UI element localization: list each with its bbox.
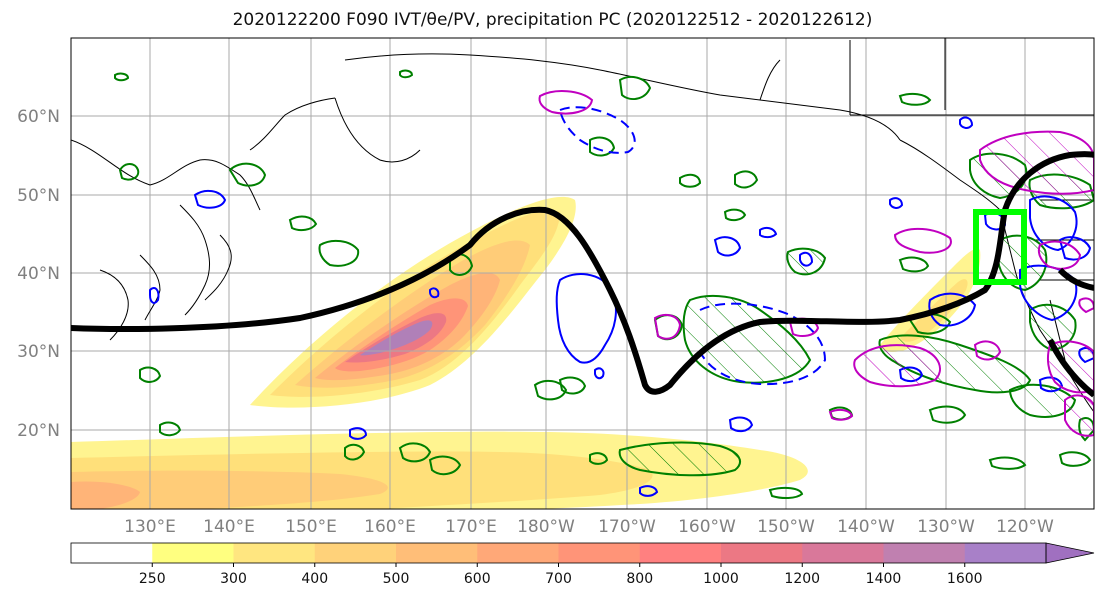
jet-axis-line-3 bbox=[1047, 338, 1094, 398]
lon-label: 120°W bbox=[996, 517, 1054, 537]
colorbar-tick-label: 300 bbox=[220, 571, 247, 587]
jet-axis-line bbox=[71, 151, 1094, 395]
colorbar-tick-label: 1600 bbox=[947, 571, 983, 587]
lon-label: 170°E bbox=[445, 517, 497, 537]
colorbar: 250 300 400 500 600 700 800 1000 1200 1400 1600 bbox=[70, 542, 1095, 587]
lat-labels: 60°N 50°N 40°N 30°N 20°N bbox=[17, 107, 60, 441]
lon-label: 160°W bbox=[678, 517, 736, 537]
colorbar-tick-label: 500 bbox=[383, 571, 410, 587]
jet-axis-line-2 bbox=[1057, 267, 1094, 291]
colorbar-cell bbox=[233, 543, 316, 563]
colorbar-cell bbox=[314, 543, 397, 563]
colorbar-cell bbox=[396, 543, 478, 563]
colorbar-tick-label: 400 bbox=[301, 571, 328, 587]
lat-label: 50°N bbox=[17, 186, 60, 206]
lon-label: 160°E bbox=[364, 517, 416, 537]
lon-label: 140°E bbox=[203, 517, 255, 537]
colorbar-tick-label: 1000 bbox=[703, 571, 739, 587]
lat-label: 60°N bbox=[17, 107, 60, 127]
lat-label: 40°N bbox=[17, 264, 60, 284]
lat-label: 20°N bbox=[17, 421, 60, 441]
colorbar-extend-arrow bbox=[1045, 542, 1095, 564]
figure-title: 2020122200 F090 IVT/θe/PV, precipitation… bbox=[232, 10, 873, 30]
map-area bbox=[71, 38, 1094, 509]
colorbar-cell bbox=[883, 543, 966, 563]
colorbar-cell bbox=[71, 543, 153, 563]
lon-label: 130°W bbox=[917, 517, 975, 537]
colorbar-cell bbox=[152, 543, 234, 563]
pv-contours bbox=[538, 90, 1094, 437]
colorbar-cell bbox=[721, 543, 803, 563]
ivt-tropical-band-4 bbox=[71, 481, 140, 509]
graticule bbox=[71, 38, 1094, 509]
ivt-band-1400 bbox=[360, 320, 433, 356]
colorbar-tick-label: 800 bbox=[626, 571, 653, 587]
colorbar-cell bbox=[802, 543, 884, 563]
lon-label: 130°E bbox=[124, 517, 176, 537]
colorbar-cell bbox=[477, 543, 559, 563]
colorbar-tick-label: 700 bbox=[545, 571, 572, 587]
lon-label: 150°E bbox=[285, 517, 337, 537]
lon-label: 150°W bbox=[757, 517, 815, 537]
colorbar-cell bbox=[558, 543, 641, 563]
colorbar-tick-label: 1200 bbox=[784, 571, 820, 587]
lat-label: 30°N bbox=[17, 342, 60, 362]
lon-labels: 130°E 140°E 150°E 160°E 170°E 180°W 170°… bbox=[124, 517, 1054, 537]
lon-label: 180°W bbox=[517, 517, 575, 537]
lon-label: 170°W bbox=[598, 517, 656, 537]
colorbar-tick-label: 250 bbox=[139, 571, 166, 587]
colorbar-cell bbox=[639, 543, 722, 563]
colorbar-tick-label: 1400 bbox=[866, 571, 902, 587]
colorbar-tick-label: 600 bbox=[464, 571, 491, 587]
map-border bbox=[70, 37, 1095, 510]
highlight-box bbox=[973, 209, 1027, 285]
colorbar-cell bbox=[964, 543, 1047, 563]
lon-label: 140°W bbox=[837, 517, 895, 537]
